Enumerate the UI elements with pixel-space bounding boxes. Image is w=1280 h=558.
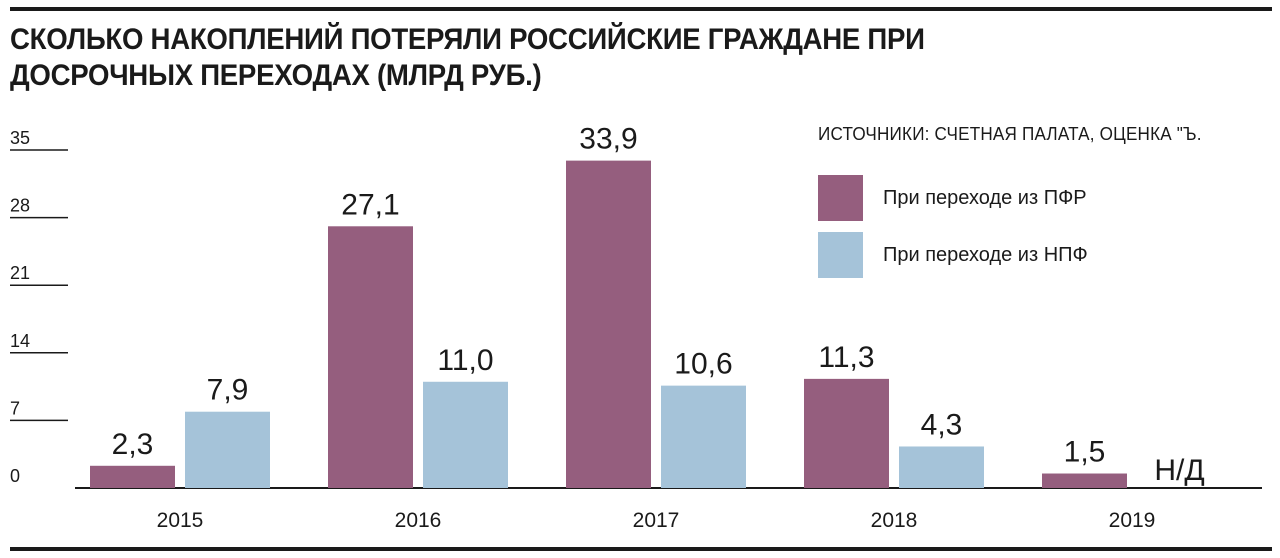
x-tick-label: 2017 [633, 509, 680, 532]
legend-swatch-npf [818, 232, 863, 278]
x-tick-label: 2018 [871, 509, 918, 532]
bar-pfr [328, 226, 413, 488]
data-label: 27,1 [341, 188, 399, 221]
chart-title: СКОЛЬКО НАКОПЛЕНИЙ ПОТЕРЯЛИ РОССИЙСКИЕ Г… [10, 23, 925, 92]
bar-pfr [1042, 473, 1127, 488]
bar-pfr [90, 465, 175, 488]
data-label: 7,9 [207, 374, 249, 407]
y-tick-label: 0 [10, 466, 20, 486]
data-label: 2,3 [112, 428, 154, 461]
data-label: 10,6 [674, 348, 732, 381]
bar-pfr [804, 378, 889, 488]
y-tick-label: 21 [10, 263, 30, 283]
x-tick-label: 2016 [395, 509, 442, 532]
bar-pfr [566, 160, 651, 488]
data-label: 11,3 [818, 341, 874, 374]
no-data-label: Н/Д [1154, 454, 1204, 487]
data-label: 11,0 [437, 344, 493, 377]
data-label: 1,5 [1064, 436, 1106, 469]
bar-npf [423, 381, 508, 488]
y-tick-label: 14 [10, 331, 30, 351]
legend-label-pfr: При переходе из ПФР [883, 186, 1087, 209]
bar-npf [661, 385, 746, 488]
legend-label-npf: При переходе из НПФ [883, 243, 1088, 266]
legend-item-npf: При переходе из НПФ [818, 232, 1088, 278]
y-tick-label: 7 [10, 398, 20, 418]
y-tick-label: 28 [10, 196, 30, 216]
legend-swatch-pfr [818, 175, 863, 221]
top-rule [10, 7, 1272, 11]
bottom-rule [10, 547, 1272, 551]
x-tick-label: 2019 [1109, 509, 1156, 532]
source-note: ИСТОЧНИКИ: СЧЕТНАЯ ПАЛАТА, ОЦЕНКА "Ъ. [818, 124, 1202, 144]
legend-item-pfr: При переходе из ПФР [818, 175, 1087, 221]
data-label: 33,9 [579, 123, 637, 156]
bar-npf [899, 446, 984, 488]
y-tick-label: 35 [10, 128, 30, 148]
data-label: 4,3 [921, 408, 963, 441]
x-tick-label: 2015 [157, 509, 204, 532]
bar-npf [185, 411, 270, 488]
